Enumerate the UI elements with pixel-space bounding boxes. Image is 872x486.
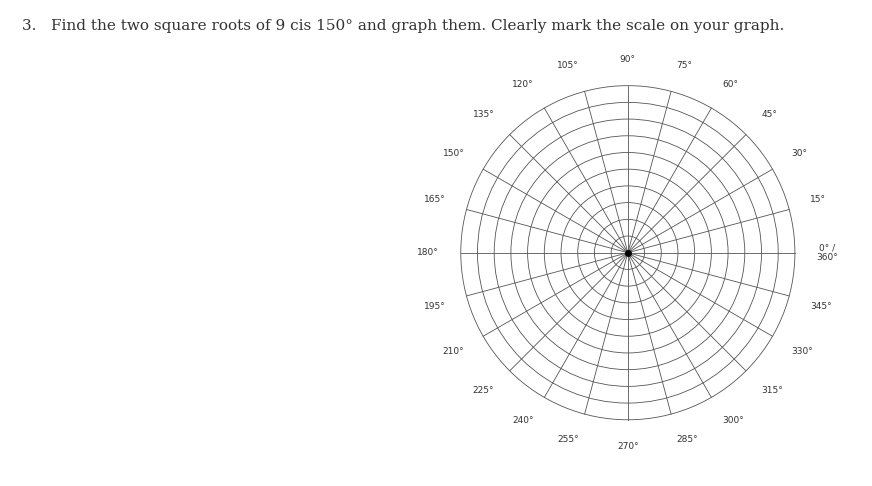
Text: 330°: 330°	[791, 347, 813, 356]
Text: 345°: 345°	[810, 302, 832, 311]
Text: 0° /
360°: 0° / 360°	[816, 243, 838, 262]
Text: 15°: 15°	[810, 195, 826, 204]
Text: 240°: 240°	[512, 416, 534, 425]
Text: 3.   Find the two square roots of 9 cis 150° and graph them. Clearly mark the sc: 3. Find the two square roots of 9 cis 15…	[22, 19, 784, 34]
Text: 75°: 75°	[677, 61, 692, 70]
Text: 285°: 285°	[677, 435, 698, 444]
Text: 300°: 300°	[722, 416, 744, 425]
Text: 210°: 210°	[443, 347, 465, 356]
Text: 225°: 225°	[473, 386, 494, 395]
Text: 90°: 90°	[620, 55, 636, 64]
Text: 180°: 180°	[418, 248, 439, 257]
Text: 255°: 255°	[557, 435, 579, 444]
Text: 30°: 30°	[791, 149, 807, 158]
Text: 120°: 120°	[512, 80, 534, 89]
Text: 270°: 270°	[617, 441, 638, 451]
Text: 150°: 150°	[443, 149, 465, 158]
Text: 45°: 45°	[761, 110, 777, 119]
Text: 135°: 135°	[473, 110, 494, 119]
Text: 105°: 105°	[557, 61, 579, 70]
Text: 165°: 165°	[424, 195, 446, 204]
Text: 195°: 195°	[424, 302, 446, 311]
Text: 60°: 60°	[722, 80, 739, 89]
Text: 315°: 315°	[761, 386, 783, 395]
